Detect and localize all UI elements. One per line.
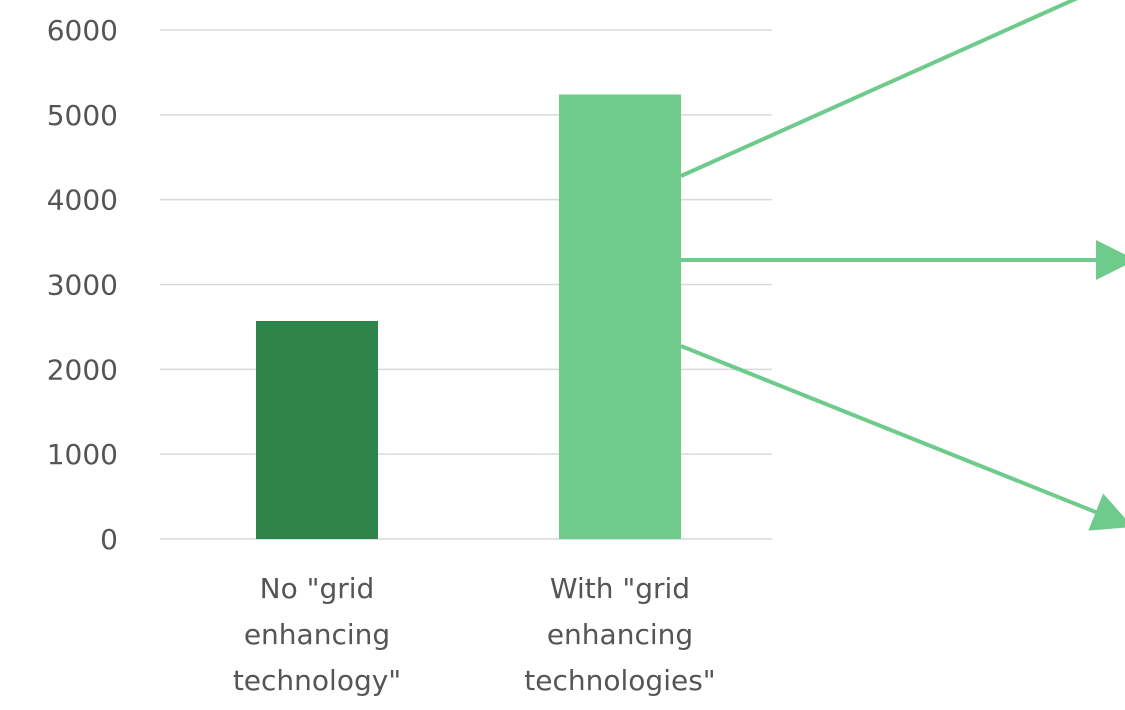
- x-tick-label: enhancing: [244, 618, 390, 651]
- bar-0: [256, 320, 378, 539]
- y-axis: 0 1000 2000 3000 4000 5000 6000: [47, 14, 118, 556]
- arrows: [680, 0, 1125, 531]
- bars: [256, 94, 681, 540]
- arrow-down-right: [680, 344, 1125, 531]
- x-axis: No "grid enhancing technology" With "grid en…: [233, 572, 716, 697]
- x-tick-label: enhancing: [547, 618, 693, 651]
- x-tick-label: technologies": [524, 664, 715, 697]
- x-tick-label: technology": [233, 664, 401, 697]
- y-tick-label: 2000: [47, 353, 118, 386]
- bar-1: [559, 94, 681, 540]
- y-tick-label: 4000: [47, 184, 118, 217]
- y-tick-label: 3000: [47, 269, 118, 302]
- y-tick-label: 1000: [47, 438, 118, 471]
- y-tick-label: 5000: [47, 99, 118, 132]
- y-tick-label: 6000: [47, 14, 118, 47]
- y-tick-label: 0: [100, 523, 118, 556]
- x-tick-label: With "grid: [550, 572, 690, 605]
- x-tick-label: No "grid: [260, 572, 375, 605]
- arrow-up-right: [680, 0, 1078, 178]
